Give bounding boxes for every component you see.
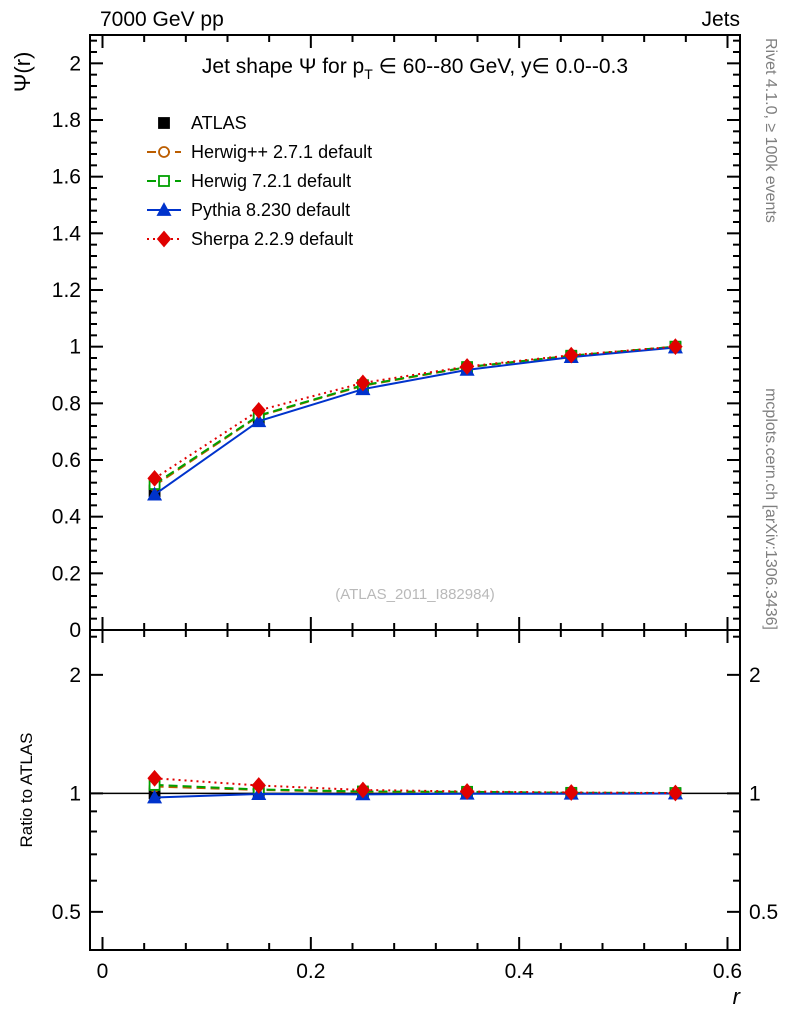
y-tick-label-ratio-right: 1 (749, 782, 761, 805)
y-tick-label-main: 1.2 (52, 279, 81, 302)
legend-label: Herwig 7.2.1 default (191, 171, 351, 191)
rivet-version-note: Rivet 4.1.0, ≥ 100k events (762, 38, 779, 223)
legend-label: ATLAS (191, 113, 247, 133)
data-series (90, 338, 740, 804)
legend-label: Pythia 8.230 default (191, 200, 350, 220)
legend-item: Herwig 7.2.1 default (147, 171, 351, 191)
panel-frame-ratio (89, 629, 741, 951)
data-marker-main (147, 470, 162, 487)
legend-marker (156, 230, 172, 248)
y-tick-label-main: 1.6 (52, 166, 81, 189)
analysis-id-watermark: (ATLAS_2011_I882984) (335, 586, 495, 603)
plot-title: Jet shape Ψ for pT ∈ 60--80 GeV, y∈ 0.0-… (202, 55, 628, 82)
y-axis-title-main: Ψ(r) (10, 52, 35, 92)
legend-label: Herwig++ 2.7.1 default (191, 142, 372, 162)
legend-marker (158, 175, 170, 187)
y-tick-label-main: 1.8 (52, 109, 81, 132)
y-tick-label-main: 0.6 (52, 449, 81, 472)
series-line-main (154, 345, 676, 487)
x-tick-label: 0.6 (713, 960, 742, 983)
mcplots-source-note: mcplots.cern.ch [arXiv:1306.3436] (762, 388, 779, 630)
data-marker-main (251, 402, 266, 419)
data-marker-main (251, 413, 267, 428)
axis-ticks: 0 0.2 0.4 0.6 0 0.2 0.4 0.6 0.8 1 1.2 1.4 1.6 1.8 2 0.5… (52, 35, 778, 983)
x-tick-label: 0.2 (296, 960, 325, 983)
x-axis-title: r (733, 984, 742, 1009)
y-tick-label-main: 1 (69, 336, 81, 359)
legend-marker (158, 146, 170, 158)
legend-marker (156, 202, 172, 216)
data-marker-ratio (459, 783, 475, 800)
y-tick-label-main: 0 (69, 619, 81, 642)
series-line-ratio (154, 783, 676, 795)
data-marker-ratio (147, 769, 162, 787)
legend-item: ATLAS (158, 113, 247, 133)
legend-item: Herwig++ 2.7.1 default (147, 142, 372, 162)
legend: ATLAS Herwig++ 2.7.1 default Herwig 7.2.1 … (147, 113, 372, 249)
y-tick-label-ratio-left: 1 (69, 782, 81, 805)
legend-label: Sherpa 2.2.9 default (191, 229, 353, 249)
legend-item: Sherpa 2.2.9 default (147, 229, 353, 249)
data-marker-main (564, 346, 579, 364)
data-marker-main (668, 338, 683, 356)
plot-title-sub: T (364, 66, 373, 82)
series-line-main (154, 345, 676, 485)
data-marker-main (147, 486, 163, 501)
panel-frames (89, 34, 741, 951)
panel-frame-main (89, 34, 741, 631)
data-marker-ratio (355, 781, 371, 799)
y-tick-label-ratio-right: 2 (749, 664, 761, 687)
plot-title-post: ∈ 60--80 GeV, y∈ 0.0--0.3 (373, 55, 628, 78)
legend-item: Pythia 8.230 default (147, 200, 350, 220)
series-line-ratio (154, 792, 676, 799)
y-tick-label-main: 0.8 (52, 392, 81, 415)
data-marker-ratio (668, 784, 683, 802)
y-tick-label-main: 1.4 (52, 222, 82, 245)
y-tick-label-main: 2 (69, 52, 81, 75)
x-tick-label: 0 (97, 960, 109, 983)
data-marker-main (459, 358, 475, 375)
series-line-main (154, 345, 676, 480)
y-axis-title-ratio: Ratio to ATLAS (17, 733, 36, 848)
data-marker-ratio (147, 789, 163, 804)
y-tick-label-ratio-left: 0.5 (52, 901, 81, 924)
series-line-main (154, 346, 676, 496)
data-marker-main (355, 374, 371, 392)
legend-marker (158, 117, 170, 129)
beam-energy-label: 7000 GeV pp (100, 8, 224, 31)
y-tick-label-ratio-left: 2 (69, 664, 81, 687)
x-tick-label: 0.4 (505, 960, 535, 983)
y-tick-label-main: 0.2 (52, 562, 81, 585)
data-marker-ratio (564, 784, 579, 801)
y-tick-label-main: 0.4 (52, 506, 82, 529)
data-marker-ratio (251, 777, 266, 794)
y-tick-label-ratio-right: 0.5 (749, 901, 778, 924)
process-label: Jets (701, 8, 740, 31)
plot-title-pre: Jet shape Ψ for p (202, 55, 364, 78)
